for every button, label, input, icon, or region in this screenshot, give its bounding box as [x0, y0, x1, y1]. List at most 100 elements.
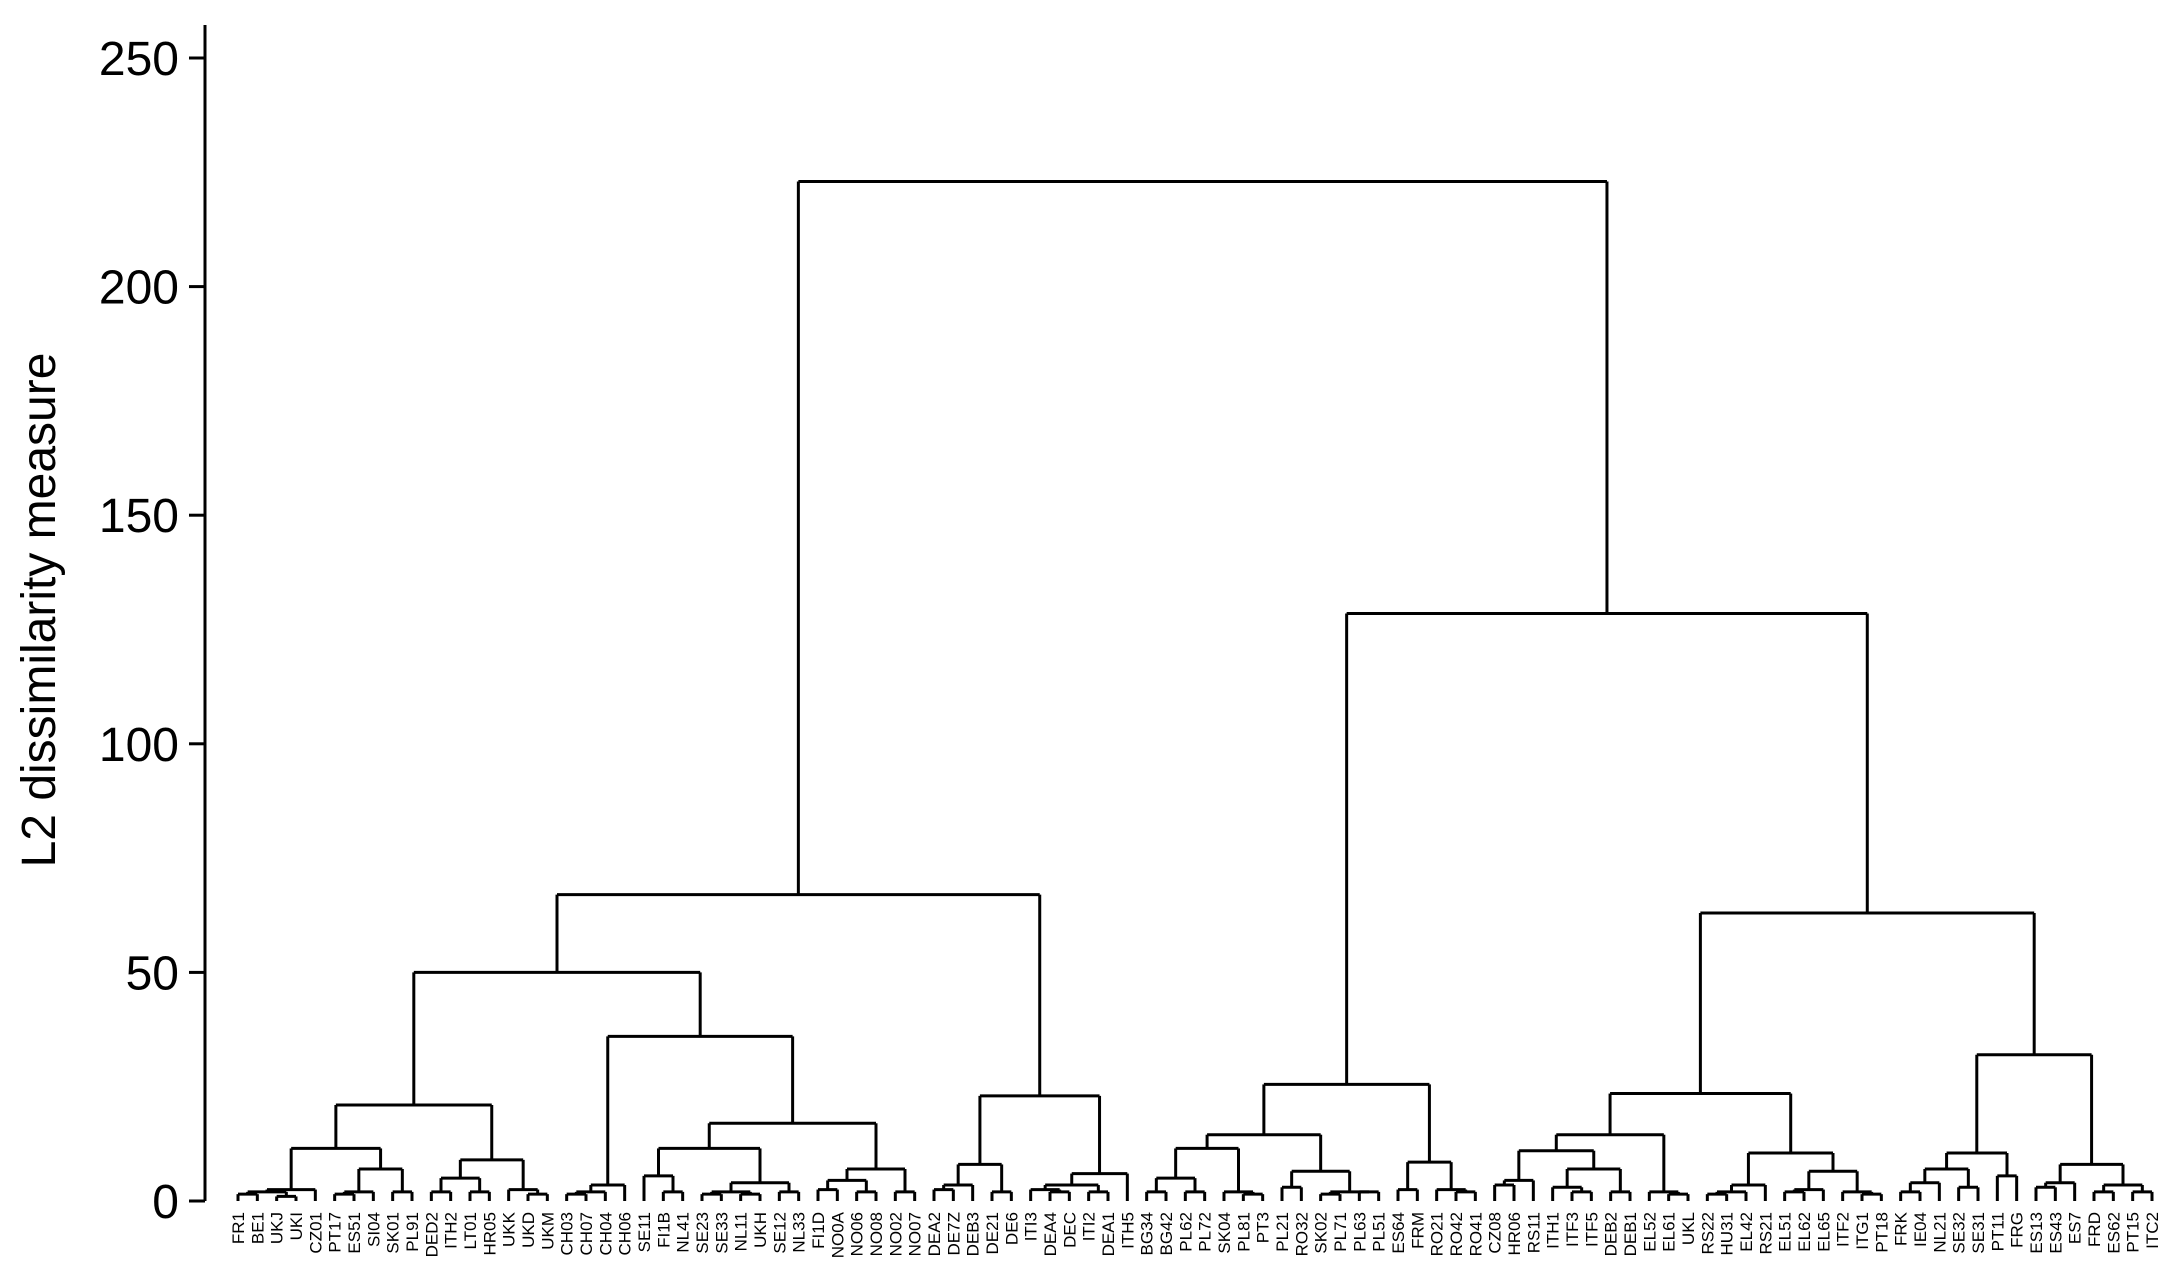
leaf-label: UKL [1679, 1212, 1698, 1245]
leaf-label: ITI2 [1080, 1212, 1099, 1241]
leaf-labels: FR1 BE1 UKJ UKI CZ01 PT17 ES51 SI04 SK01 PL91 DED2… [229, 1211, 2162, 1258]
leaf-label: PL21 [1273, 1212, 1292, 1252]
leaf-label: NO07 [906, 1212, 925, 1256]
leaf-label: FR1 [229, 1212, 248, 1244]
leaf-label: NL33 [790, 1212, 809, 1253]
leaf-label: EL51 [1776, 1212, 1795, 1252]
y-tick-label: 200 [99, 262, 179, 315]
leaf-label: NL11 [732, 1212, 751, 1251]
y-tick-label: 100 [99, 719, 179, 772]
leaf-label: DEA4 [1041, 1212, 1060, 1256]
leaf-label: CZ08 [1486, 1212, 1505, 1254]
leaf-label: NO0A [828, 1211, 847, 1258]
leaf-label: BG42 [1157, 1212, 1176, 1255]
leaf-label: DEB1 [1621, 1212, 1640, 1256]
leaf-label: SE23 [693, 1212, 712, 1254]
leaf-label: NO08 [867, 1212, 886, 1256]
leaf-label: DEA2 [925, 1212, 944, 1256]
leaf-label: DEB3 [964, 1212, 983, 1256]
y-tick-label: 150 [99, 490, 179, 543]
leaf-label: RO32 [1292, 1212, 1311, 1256]
leaf-label: UKK [500, 1211, 519, 1247]
leaf-label: ITH5 [1118, 1212, 1137, 1249]
leaf-label: RS21 [1756, 1212, 1775, 1255]
leaf-label: NL41 [674, 1212, 693, 1253]
leaf-label: BE1 [248, 1212, 267, 1244]
leaf-label: ITF3 [1563, 1212, 1582, 1247]
leaf-label: RO21 [1428, 1212, 1447, 1256]
leaf-label: DE7Z [944, 1212, 963, 1255]
leaf-label: CZ01 [306, 1212, 325, 1254]
leaf-label: CH04 [596, 1212, 615, 1255]
leaf-label: PT18 [1872, 1212, 1891, 1253]
leaf-label: DEB2 [1602, 1212, 1621, 1256]
leaf-label: PT15 [2124, 1212, 2143, 1253]
leaf-label: BG34 [1138, 1212, 1157, 1255]
leaf-label: DE21 [983, 1212, 1002, 1255]
leaf-label: EL65 [1814, 1212, 1833, 1252]
leaf-label: HR05 [480, 1212, 499, 1255]
leaf-label: SI04 [364, 1212, 383, 1247]
leaf-label: SK02 [1312, 1212, 1331, 1254]
leaf-label: UKM [538, 1212, 557, 1250]
leaf-label: ITI3 [1022, 1212, 1041, 1241]
leaf-label: UKD [519, 1212, 538, 1248]
leaf-label: DE6 [1002, 1212, 1021, 1245]
leaf-label: PL71 [1331, 1212, 1350, 1252]
leaf-label: EL52 [1640, 1212, 1659, 1252]
leaf-label: NO06 [848, 1212, 867, 1256]
leaf-label: FRK [1892, 1211, 1911, 1246]
leaf-label: ES62 [2104, 1212, 2123, 1254]
leaf-label: NL21 [1930, 1212, 1949, 1253]
leaf-label: CH03 [558, 1212, 577, 1255]
leaf-label: ES51 [345, 1212, 364, 1254]
leaf-label: HR06 [1505, 1212, 1524, 1255]
leaf-label: ES7 [2066, 1212, 2085, 1244]
leaf-label: ITC2 [2143, 1212, 2162, 1249]
leaf-label: SE31 [1969, 1212, 1988, 1254]
leaf-label: IE04 [1911, 1212, 1930, 1247]
leaf-label: EL62 [1795, 1212, 1814, 1252]
leaf-label: PL63 [1350, 1212, 1369, 1252]
leaf-label: LT01 [461, 1212, 480, 1250]
leaf-label: PL81 [1234, 1212, 1253, 1252]
y-tick-label: 50 [126, 947, 179, 1000]
leaf-label: PL62 [1176, 1212, 1195, 1252]
leaf-label: FI1B [654, 1212, 673, 1248]
leaf-label: SE12 [770, 1212, 789, 1254]
leaf-label: ITH2 [442, 1212, 461, 1249]
dendrogram-links [236, 179, 2154, 1201]
y-axis-title: L2 dissimilarity measure [13, 353, 66, 868]
leaf-label: FI1D [809, 1212, 828, 1249]
leaf-label: RS22 [1698, 1212, 1717, 1255]
leaf-label: EL42 [1737, 1212, 1756, 1252]
leaf-label: ES64 [1389, 1212, 1408, 1254]
leaf-label: PT17 [326, 1212, 345, 1253]
leaf-label: DED2 [422, 1212, 441, 1257]
leaf-label: FRD [2085, 1212, 2104, 1247]
leaf-label: PL91 [403, 1212, 422, 1252]
leaf-label: UKH [751, 1212, 770, 1248]
leaf-label: RS11 [1524, 1212, 1543, 1253]
leaf-label: PL51 [1370, 1212, 1389, 1252]
leaf-label: CH07 [577, 1212, 596, 1255]
y-tick-label: 0 [152, 1176, 179, 1229]
leaf-label: ES13 [2027, 1212, 2046, 1254]
leaf-label: ES43 [2046, 1212, 2065, 1254]
y-axis-ticks: 0 50 100 150 200 250 [99, 33, 205, 1229]
leaf-label: SK01 [384, 1212, 403, 1254]
leaf-label: DEA1 [1099, 1212, 1118, 1256]
leaf-label: UKJ [268, 1212, 287, 1244]
leaf-label: SK04 [1215, 1212, 1234, 1254]
leaf-label: PT11 [1988, 1212, 2007, 1251]
leaf-label: EL61 [1660, 1212, 1679, 1252]
leaf-label: PT3 [1254, 1212, 1273, 1243]
leaf-label: ITH1 [1544, 1212, 1563, 1249]
leaf-label: FRG [2008, 1212, 2027, 1248]
leaf-label: DEC [1060, 1212, 1079, 1248]
leaf-label: PL72 [1196, 1212, 1215, 1252]
leaf-label: NO02 [886, 1212, 905, 1256]
leaf-label: SE32 [1950, 1212, 1969, 1254]
leaf-label: FRM [1408, 1212, 1427, 1249]
